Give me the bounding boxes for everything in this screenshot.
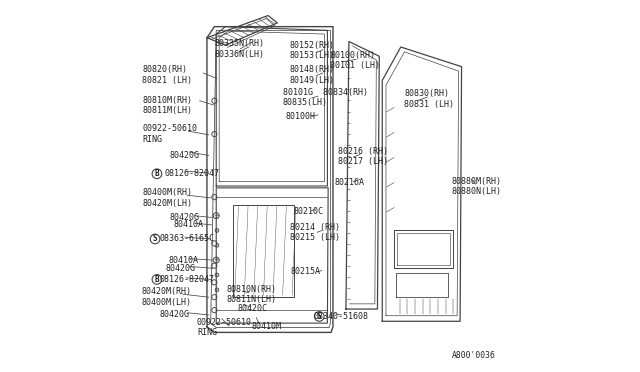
Text: 80820(RH)
80821 (LH): 80820(RH) 80821 (LH) [142,65,192,84]
Text: 80420G: 80420G [160,311,190,320]
Text: 80420G: 80420G [170,213,200,222]
Text: 80148(RH)
80149(LH): 80148(RH) 80149(LH) [290,65,335,84]
Text: B: B [155,169,159,178]
Text: 80410A: 80410A [168,256,198,265]
Text: +: + [213,213,219,219]
Text: 00922-50610
RING: 00922-50610 RING [142,124,197,144]
Text: 80100H: 80100H [286,112,316,121]
Circle shape [212,263,217,268]
Text: S: S [153,234,157,244]
Text: 80152(RH)
80153(LH): 80152(RH) 80153(LH) [290,41,335,60]
Text: 08363-6165C: 08363-6165C [160,234,215,244]
Text: 80810M(RH)
80811M(LH): 80810M(RH) 80811M(LH) [142,96,192,115]
Text: 80210C: 80210C [293,207,323,216]
Text: 80810N(RH)
80811N(LH): 80810N(RH) 80811N(LH) [227,285,276,304]
Text: 00922-50610
RING: 00922-50610 RING [197,318,252,337]
Text: 80216 (RH)
80217 (LH): 80216 (RH) 80217 (LH) [338,147,388,166]
Text: 80420G: 80420G [170,151,200,160]
Text: +: + [213,257,219,263]
Text: 80410M: 80410M [252,321,282,331]
Circle shape [213,213,219,219]
Text: 80420M(RH)
80400M(LH): 80420M(RH) 80400M(LH) [141,288,191,307]
Circle shape [212,132,217,137]
Circle shape [212,98,217,103]
Text: 08340-51608: 08340-51608 [314,312,369,321]
Text: 80400M(RH)
80420M(LH): 80400M(RH) 80420M(LH) [142,188,192,208]
Text: 08126-82047: 08126-82047 [164,169,220,178]
Text: 08126-82047: 08126-82047 [160,275,215,284]
Text: S: S [317,312,321,321]
Circle shape [212,241,217,246]
Text: 80880M(RH)
80880N(LH): 80880M(RH) 80880N(LH) [452,177,502,196]
Text: 80216A: 80216A [335,178,365,187]
Text: 80335N(RH)
80336N(LH): 80335N(RH) 80336N(LH) [214,39,264,58]
Text: 80215A: 80215A [291,267,321,276]
Circle shape [212,280,217,285]
Circle shape [215,273,219,277]
Text: 80830(RH)
80831 (LH): 80830(RH) 80831 (LH) [404,89,454,109]
Circle shape [215,288,219,292]
Circle shape [215,229,219,232]
Circle shape [212,295,217,300]
Circle shape [212,195,217,200]
Text: 80410A: 80410A [173,221,204,230]
Text: 80100(RH)
80101 (LH): 80100(RH) 80101 (LH) [330,51,380,70]
Text: B: B [155,275,159,284]
Text: 80420C: 80420C [237,304,268,313]
Circle shape [213,257,219,263]
Text: A800'0036: A800'0036 [452,351,496,360]
Circle shape [215,243,219,247]
Text: 80214 (RH)
80215 (LH): 80214 (RH) 80215 (LH) [291,222,340,242]
Text: 80101G  80834(RH)
80835(LH): 80101G 80834(RH) 80835(LH) [283,88,368,108]
Circle shape [212,308,217,313]
Text: 80420G: 80420G [165,264,195,273]
